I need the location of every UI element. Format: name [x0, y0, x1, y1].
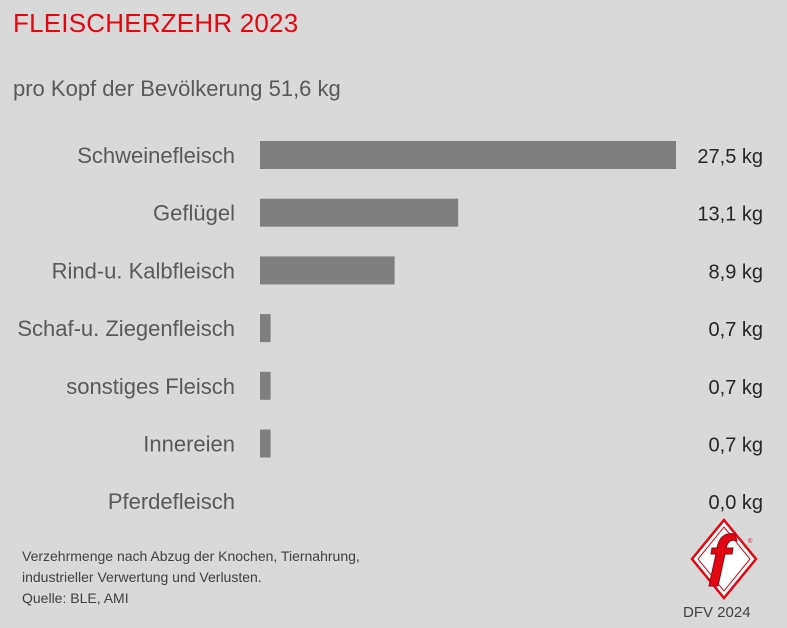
- value-label: 0,0 kg: [709, 492, 763, 514]
- value-label: 8,9 kg: [709, 261, 763, 283]
- category-label: Schaf-u. Ziegenfleisch: [17, 316, 235, 341]
- source-line: Quelle: BLE, AMI: [22, 590, 129, 606]
- bar: [260, 198, 459, 227]
- bar: [260, 429, 271, 458]
- category-label: Geflügel: [153, 201, 235, 226]
- value-label: 0,7 kg: [709, 319, 763, 341]
- footnote-line: Verzehrmenge nach Abzug der Knochen, Tie…: [22, 548, 360, 564]
- footnote: Verzehrmenge nach Abzug der Knochen, Tie…: [22, 546, 360, 609]
- credit-text: DFV 2024: [683, 604, 751, 621]
- svg-text:®: ®: [748, 538, 753, 545]
- bar: [260, 314, 271, 343]
- bar-chart: Schweinefleisch 27,5 kg Geflügel 13,1 kg Rin…: [17, 141, 763, 514]
- dfv-f-logo-icon: ®: [690, 518, 758, 605]
- category-label: Rind-u. Kalbfleisch: [52, 258, 235, 283]
- value-label: 0,7 kg: [709, 435, 763, 457]
- value-label: 0,7 kg: [709, 377, 763, 399]
- bar: [260, 256, 395, 285]
- chart-subtitle: pro Kopf der Bevölkerung 51,6 kg: [13, 76, 341, 101]
- category-label: Innereien: [143, 432, 235, 457]
- category-label: sonstiges Fleisch: [66, 374, 235, 399]
- value-label: 27,5 kg: [697, 146, 763, 168]
- chart-title: FLEISCHERZEHR 2023: [13, 8, 299, 38]
- bar: [260, 141, 676, 169]
- bar: [260, 371, 271, 400]
- value-label: 13,1 kg: [697, 204, 763, 226]
- footnote-line: industrieller Verwertung und Verlusten.: [22, 569, 262, 585]
- category-label: Pferdefleisch: [108, 489, 235, 514]
- category-label: Schweinefleisch: [77, 143, 235, 168]
